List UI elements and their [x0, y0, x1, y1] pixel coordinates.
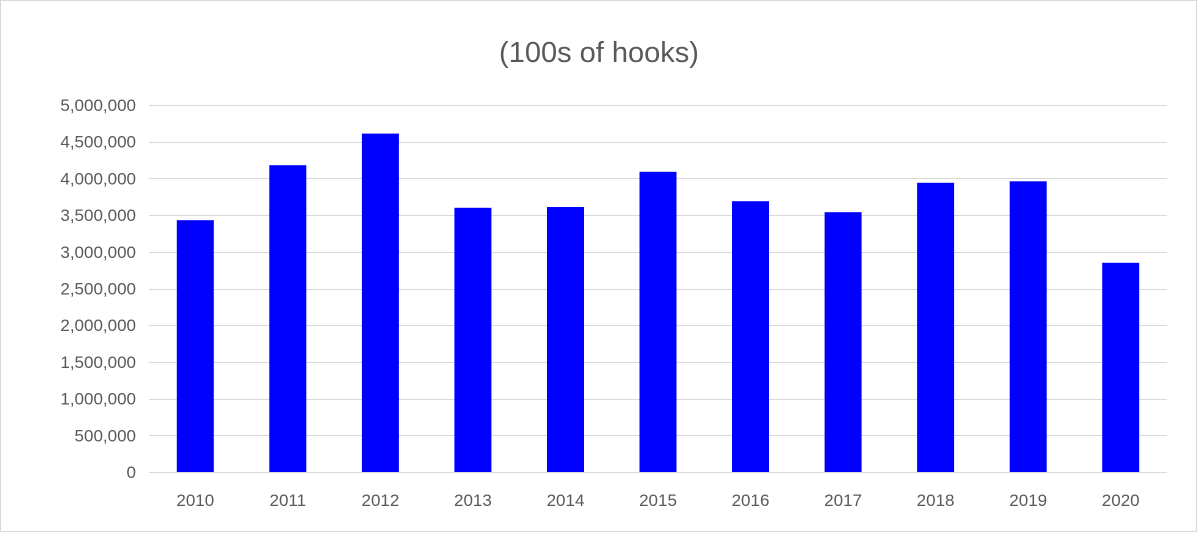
y-tick-label: 3,000,000: [60, 243, 136, 262]
x-tick-label: 2013: [454, 491, 492, 510]
y-tick-label: 5,000,000: [60, 96, 136, 115]
x-tick-label: 2020: [1102, 491, 1140, 510]
bar-2015: [639, 171, 677, 473]
y-tick-label: 0: [127, 463, 136, 482]
bars: [176, 133, 1140, 473]
x-axis-tick-labels: 2010 2011 2012 2013 2014 2015 2016 2017 2018 2019…: [176, 491, 1139, 510]
y-axis-tick-labels: 0 500,000 1,000,000 1,500,000 2,000,000 2,500…: [60, 96, 136, 482]
bar-2010: [176, 220, 214, 472]
bar-2011: [269, 165, 307, 472]
x-tick-label: 2010: [176, 491, 214, 510]
bar-2017: [824, 212, 862, 472]
chart-title: (100s of hooks): [499, 37, 699, 69]
x-tick-label: 2015: [639, 491, 677, 510]
bar-2013: [454, 207, 492, 473]
y-tick-label: 4,500,000: [60, 133, 136, 152]
bar-2014: [547, 207, 584, 472]
y-tick-label: 4,000,000: [60, 169, 136, 188]
x-tick-label: 2018: [917, 491, 955, 510]
y-tick-label: 500,000: [75, 426, 136, 445]
x-tick-label: 2017: [824, 491, 862, 510]
bar-2019: [1009, 181, 1047, 473]
bar-2018: [917, 182, 955, 473]
bar-2012: [361, 133, 399, 472]
x-tick-label: 2011: [270, 491, 307, 510]
y-tick-label: 2,500,000: [60, 280, 136, 299]
x-tick-label: 2014: [547, 491, 585, 510]
bar-2016: [732, 201, 769, 472]
y-tick-label: 2,000,000: [60, 316, 136, 335]
x-tick-label: 2012: [361, 491, 399, 510]
y-tick-label: 1,500,000: [60, 353, 136, 372]
bar-2020: [1102, 262, 1140, 472]
x-tick-label: 2019: [1009, 491, 1047, 510]
x-tick-label: 2016: [732, 491, 770, 510]
y-tick-label: 1,000,000: [60, 390, 136, 409]
y-tick-label: 3,500,000: [60, 206, 136, 225]
